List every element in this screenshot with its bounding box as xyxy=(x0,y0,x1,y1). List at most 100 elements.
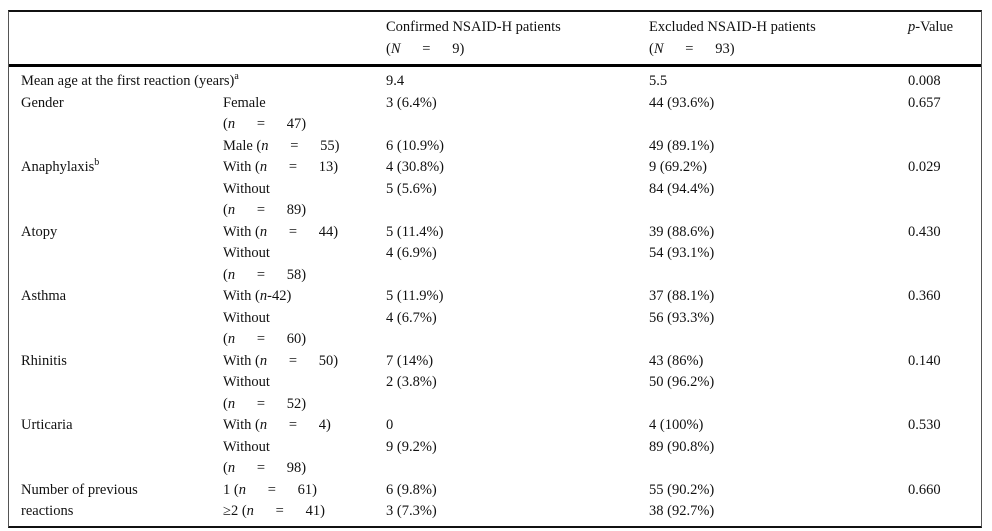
footnote-marker: b xyxy=(94,157,100,169)
p-value xyxy=(908,265,977,287)
confirmed-value: 9 (9.2%) xyxy=(386,438,437,455)
p-value: 0.430 xyxy=(908,223,941,240)
excluded-value: 55 (90.2%) xyxy=(649,481,715,498)
confirmed-value: 0 xyxy=(386,417,394,433)
confirmed-value xyxy=(386,200,649,222)
confirmed-value xyxy=(386,265,649,287)
excluded-value: 49 (89.1%) xyxy=(649,137,715,154)
confirmed-value: 3 (6.4%) xyxy=(386,94,437,111)
table-body: Mean age at the first reaction (years)a 9… xyxy=(9,67,981,526)
p-value xyxy=(908,308,977,330)
sub-label: (n = 52) xyxy=(223,395,307,412)
row-label xyxy=(21,136,223,158)
sub-label: With (n = 13) xyxy=(223,159,339,175)
excluded-value: 9 (69.2%) xyxy=(649,159,707,175)
col-header-confirmed: Confirmed NSAID-H patients (N = 9) xyxy=(386,17,649,60)
sub-label: (n = 98) xyxy=(223,460,307,476)
p-value xyxy=(908,200,977,222)
p-value xyxy=(908,114,977,136)
confirmed-value: 4 (6.9%) xyxy=(386,245,437,261)
row-label xyxy=(21,372,223,394)
row-label: Gender xyxy=(21,94,64,111)
p-value xyxy=(908,329,977,351)
p-value: 0.657 xyxy=(908,94,941,111)
p-value xyxy=(908,136,977,158)
excluded-value: 43 (86%) xyxy=(649,352,704,369)
col-header-excluded: Excluded NSAID-H patients (N = 93) xyxy=(649,17,908,60)
confirmed-value: 5 (11.4%) xyxy=(386,223,444,240)
excluded-value: 37 (88.1%) xyxy=(649,288,715,304)
row-label xyxy=(21,394,223,416)
row-label: Atopy xyxy=(21,223,58,240)
table-header-row: Confirmed NSAID-H patients (N = 9) Exclu… xyxy=(9,12,981,67)
excluded-value: 44 (93.6%) xyxy=(649,94,715,111)
col-header-rowlabel xyxy=(21,17,223,60)
p-value: 0.530 xyxy=(908,417,941,433)
row-label: Anaphylaxisb xyxy=(21,157,100,175)
sub-label: ≥2 (n = 41) xyxy=(223,503,325,519)
excluded-value: 84 (94.4%) xyxy=(649,180,715,197)
confirmed-value xyxy=(386,394,649,416)
excluded-value xyxy=(649,200,908,222)
row-label xyxy=(21,243,223,265)
row-label: Number of previous xyxy=(21,481,138,498)
row-label xyxy=(21,114,223,136)
p-value: 0.360 xyxy=(908,288,941,304)
excluded-value: 5.5 xyxy=(649,73,668,89)
p-value xyxy=(908,437,977,459)
excluded-value: 50 (96.2%) xyxy=(649,374,715,390)
sub-label: 1 (n = 61) xyxy=(223,481,317,498)
sub-label: (n = 58) xyxy=(223,266,307,283)
confirmed-value: 5 (11.9%) xyxy=(386,288,444,304)
p-value: 0.029 xyxy=(908,159,941,175)
confirmed-value xyxy=(386,458,649,480)
excluded-value xyxy=(649,329,908,351)
p-value xyxy=(908,501,977,523)
row-label: Urticaria xyxy=(21,417,73,433)
col-header-pvalue: p-Value xyxy=(908,19,954,35)
confirmed-value: 5 (5.6%) xyxy=(386,180,437,197)
excluded-value xyxy=(649,265,908,287)
confirmed-value: 6 (9.8%) xyxy=(386,481,437,498)
confirmed-value: 2 (3.8%) xyxy=(386,374,437,390)
excluded-value xyxy=(649,394,908,416)
confirmed-value: 4 (30.8%) xyxy=(386,159,444,175)
row-label xyxy=(21,265,223,287)
p-value xyxy=(908,394,977,416)
p-value xyxy=(908,179,977,201)
sub-label: Female xyxy=(223,94,266,111)
excluded-value xyxy=(649,114,908,136)
row-label xyxy=(21,329,223,351)
p-value: 0.008 xyxy=(908,73,941,89)
col-header-confirmed-n: (N = 9) xyxy=(386,40,465,57)
footnote-marker: a xyxy=(234,71,239,83)
confirmed-value xyxy=(386,114,649,136)
row-label xyxy=(21,437,223,459)
row-label xyxy=(21,458,223,480)
sub-label: With (n = 44) xyxy=(223,223,339,240)
col-header-excluded-n: (N = 93) xyxy=(649,40,735,57)
excluded-value: 54 (93.1%) xyxy=(649,245,715,261)
row-label xyxy=(21,179,223,201)
sub-label: (n = 60) xyxy=(223,331,307,347)
col-header-excluded-title: Excluded NSAID-H patients xyxy=(649,19,816,35)
confirmed-value: 4 (6.7%) xyxy=(386,309,437,326)
sub-label: Without xyxy=(223,438,270,455)
excluded-value: 89 (90.8%) xyxy=(649,438,715,455)
confirmed-value xyxy=(386,329,649,351)
row-label: Rhinitis xyxy=(21,352,67,369)
col-header-sublabel xyxy=(223,17,386,60)
row-label: Asthma xyxy=(21,288,67,304)
sub-label: With (n-42) xyxy=(223,288,292,304)
sub-label: With (n = 4) xyxy=(223,417,331,433)
excluded-value: 38 (92.7%) xyxy=(649,503,715,519)
row-label xyxy=(21,200,223,222)
row-label: Mean age at the first reaction (years)a xyxy=(21,71,239,89)
sub-label: Male (n = 55) xyxy=(223,137,340,154)
confirmed-value: 6 (10.9%) xyxy=(386,137,444,154)
sub-label: (n = 89) xyxy=(223,202,307,218)
sub-label: Without xyxy=(223,374,270,390)
row-label: reactions xyxy=(21,503,74,519)
sub-label: (n = 47) xyxy=(223,116,307,132)
